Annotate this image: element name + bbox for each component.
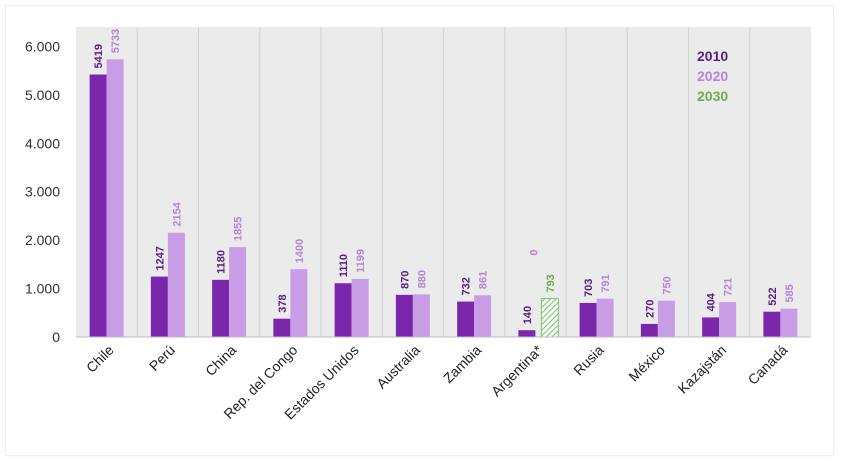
value-label-2020-rep-del-congo: 1400 bbox=[294, 239, 306, 263]
legend: 2010 2020 2030 bbox=[697, 48, 728, 104]
bar-2020-canada bbox=[780, 308, 798, 337]
value-label-2020-canada: 585 bbox=[784, 284, 796, 302]
value-label-2020-australia: 880 bbox=[416, 270, 428, 288]
value-label-2020-estados-unidos: 1199 bbox=[355, 249, 367, 273]
x-tick-label-rusia: Rusia bbox=[570, 342, 607, 379]
bar-2010-canada bbox=[763, 311, 781, 337]
bar-2020-mexico bbox=[657, 300, 675, 337]
value-label-2020-kazajstan: 721 bbox=[723, 278, 735, 296]
bar-2010-rep-del-congo bbox=[273, 318, 291, 337]
x-tick-label-canada: Canadá bbox=[745, 342, 791, 388]
value-label-2010-peru: 1247 bbox=[154, 246, 166, 270]
value-label-2010-mexico: 270 bbox=[644, 300, 656, 318]
value-label-2020-rusia: 791 bbox=[600, 274, 612, 292]
y-tick-label: 5.000 bbox=[25, 87, 60, 103]
value-label-2010-kazajstan: 404 bbox=[706, 292, 718, 311]
bar-2020-kazajstan bbox=[719, 302, 737, 337]
value-label-2010-canada: 522 bbox=[767, 287, 779, 305]
value-label-2030-argentina: 793 bbox=[545, 274, 557, 292]
bar-2030-argentina bbox=[540, 298, 559, 338]
y-tick-label: 2.000 bbox=[25, 232, 60, 248]
bar-2010-zambia bbox=[457, 301, 475, 337]
value-label-2010-chile: 5419 bbox=[93, 44, 105, 68]
value-label-2020-chile: 5733 bbox=[110, 29, 122, 53]
bar-2010-chile bbox=[89, 74, 107, 338]
value-label-2010-zambia: 732 bbox=[461, 277, 473, 295]
legend-item-2020: 2020 bbox=[697, 68, 728, 84]
bar-2010-china bbox=[212, 279, 230, 337]
x-tick-label-australia: Australia bbox=[373, 342, 423, 392]
value-label-2020-china: 1855 bbox=[233, 217, 245, 241]
bar-2010-estados-unidos bbox=[334, 283, 352, 337]
bar-2010-australia bbox=[395, 294, 413, 337]
y-tick-label: 6.000 bbox=[25, 38, 60, 54]
legend-item-2030: 2030 bbox=[697, 88, 728, 104]
y-tick-label: 4.000 bbox=[25, 135, 60, 151]
bar-2010-peru bbox=[150, 276, 168, 337]
bar-2010-kazajstan bbox=[702, 317, 720, 337]
bar-2010-argentina bbox=[518, 330, 536, 337]
bar-2020-china bbox=[229, 247, 247, 337]
y-tick-label: 1.000 bbox=[25, 281, 60, 297]
x-tick-label-zambia: Zambia bbox=[440, 342, 484, 386]
value-label-2010-rep-del-congo: 378 bbox=[277, 294, 289, 312]
x-tick-label-peru: Perú bbox=[146, 342, 178, 374]
value-label-2020-mexico: 750 bbox=[661, 276, 673, 294]
value-label-2010-china: 1180 bbox=[216, 250, 228, 274]
x-tick-label-china: China bbox=[202, 342, 239, 379]
y-tick-label: 3.000 bbox=[25, 184, 60, 200]
y-tick-label: 0 bbox=[52, 329, 60, 345]
bar-2020-peru bbox=[167, 232, 185, 337]
value-label-2020-argentina: 0 bbox=[528, 249, 540, 255]
value-label-2020-zambia: 861 bbox=[478, 271, 490, 289]
bar-2020-rusia bbox=[596, 298, 614, 337]
bar-2020-chile bbox=[106, 59, 124, 338]
value-label-2010-rusia: 703 bbox=[583, 279, 595, 297]
x-tick-label-kazajstan: Kazajstán bbox=[674, 342, 729, 397]
x-tick-label-argentina: Argentina* bbox=[488, 341, 546, 399]
grid-lines bbox=[136, 27, 751, 337]
bar-2020-zambia bbox=[474, 295, 492, 337]
value-label-2010-australia: 870 bbox=[399, 271, 411, 289]
bar-2010-rusia bbox=[579, 302, 597, 337]
bars bbox=[89, 59, 798, 338]
y-axis: 0 1.000 2.000 3.000 4.000 5.000 6.000 bbox=[25, 38, 60, 345]
value-label-2010-argentina: 140 bbox=[522, 306, 534, 324]
value-label-2020-peru: 2154 bbox=[171, 201, 183, 226]
bar-2020-estados-unidos bbox=[351, 278, 369, 337]
bar-2010-mexico bbox=[640, 323, 658, 337]
value-label-2010-estados-unidos: 1110 bbox=[338, 254, 350, 277]
bar-2020-rep-del-congo bbox=[290, 269, 308, 337]
x-tick-label-mexico: México bbox=[625, 342, 668, 385]
x-tick-label-chile: Chile bbox=[83, 342, 117, 376]
legend-item-2010: 2010 bbox=[697, 48, 728, 64]
bar-2020-australia bbox=[412, 294, 430, 337]
